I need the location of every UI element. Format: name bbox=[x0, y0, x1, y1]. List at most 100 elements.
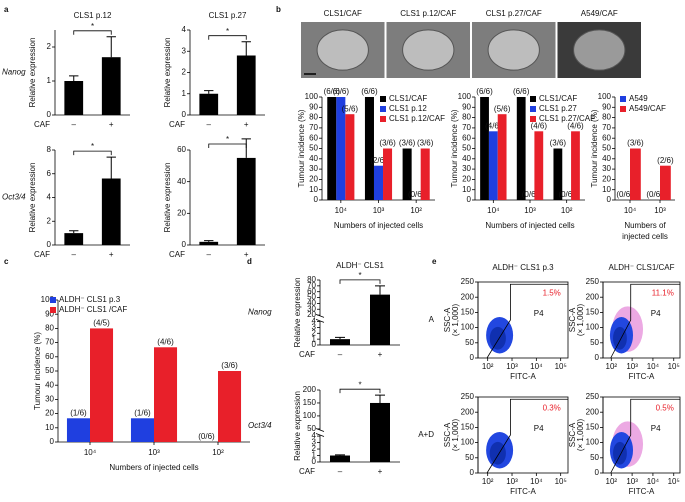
x-tick-label: 10⁴ bbox=[647, 477, 660, 486]
x-axis-label: FITC-A bbox=[510, 372, 536, 381]
x-prefix: CAF bbox=[299, 467, 315, 476]
value-label: (3/6) bbox=[550, 139, 567, 148]
value-label: (3/6) bbox=[399, 139, 416, 148]
gate-percent: 1.5% bbox=[543, 289, 561, 298]
x-tick-label: – bbox=[338, 350, 343, 359]
y-tick-label: 50 bbox=[307, 293, 316, 302]
value-label: (0/6) bbox=[616, 190, 633, 199]
x-tick-label: 10³ bbox=[654, 206, 666, 215]
x-tick-label: 10⁴ bbox=[647, 362, 660, 371]
value-label: (2/6) bbox=[657, 156, 674, 165]
x-tick-label: 10² bbox=[410, 206, 422, 215]
y-tick-label: 40 bbox=[602, 154, 611, 163]
bar bbox=[101, 178, 121, 245]
y-tick-label: 4 bbox=[47, 193, 52, 202]
x-axis-label: Numbers of injected cells bbox=[334, 221, 423, 230]
bar bbox=[370, 294, 390, 345]
x-tick-label: – bbox=[72, 250, 77, 259]
y-tick-label: 50 bbox=[309, 144, 318, 153]
y-tick-label: 1 bbox=[312, 451, 317, 460]
bar bbox=[553, 148, 563, 200]
y-tick-label: 0 bbox=[312, 457, 317, 466]
y-tick-label: 80 bbox=[307, 275, 316, 284]
bar bbox=[336, 97, 346, 200]
y-tick-label: 200 bbox=[303, 385, 317, 394]
value-label: (4/6) bbox=[485, 121, 502, 130]
x-axis-label: Numbers of injected cells bbox=[109, 463, 198, 472]
y-tick-label: 100 bbox=[598, 92, 612, 101]
y-axis-label: (× 1,000) bbox=[576, 304, 585, 337]
significance: * bbox=[358, 380, 361, 389]
bar bbox=[330, 339, 350, 345]
bar bbox=[383, 148, 393, 200]
y-tick-label: 80 bbox=[45, 324, 54, 333]
x-tick-label: 10⁴ bbox=[335, 206, 348, 215]
y-axis-label: Relative expression bbox=[163, 38, 172, 108]
image-label: A549/CAF bbox=[581, 9, 618, 18]
y-tick-label: 10 bbox=[45, 423, 54, 432]
x-prefix: CAF bbox=[34, 120, 50, 129]
y-axis-label: Tumour incidence (%) bbox=[33, 332, 42, 410]
bar bbox=[64, 233, 84, 245]
error-bar bbox=[241, 41, 251, 56]
y-tick-label: 100 bbox=[305, 92, 319, 101]
chart-title: ALDH⁻ CLS1/CAF bbox=[608, 263, 674, 272]
x-tick-label: 10⁴ bbox=[530, 477, 543, 486]
x-tick-label: + bbox=[378, 467, 383, 476]
y-axis-label: Tumour incidence (%) bbox=[297, 109, 306, 187]
x-tick-label: 10³ bbox=[524, 206, 536, 215]
y-axis-label: SSC-A bbox=[568, 422, 577, 447]
legend-label: A549/CAF bbox=[629, 104, 666, 113]
value-label: (6/6) bbox=[361, 87, 378, 96]
legend-swatch bbox=[380, 96, 386, 102]
y-axis-label: SSC-A bbox=[443, 307, 452, 332]
y-tick-label: 50 bbox=[45, 366, 54, 375]
y-tick-label: 20 bbox=[462, 175, 471, 184]
bar bbox=[497, 114, 507, 200]
y-tick-label: 250 bbox=[461, 277, 475, 286]
axis-break-mark bbox=[315, 313, 325, 318]
y-tick-label: 250 bbox=[586, 277, 600, 286]
bar bbox=[236, 157, 256, 245]
y-tick-label: 40 bbox=[309, 154, 318, 163]
y-tick-label: 200 bbox=[461, 407, 475, 416]
error-bar bbox=[375, 285, 385, 295]
y-tick-label: 80 bbox=[602, 113, 611, 122]
error-bar bbox=[106, 156, 116, 179]
x-tick-label: 10⁴ bbox=[84, 448, 97, 457]
y-tick-label: 150 bbox=[586, 308, 600, 317]
x-prefix: CAF bbox=[169, 120, 185, 129]
y-tick-label: 2 bbox=[312, 328, 317, 337]
y-tick-label: 2 bbox=[47, 42, 52, 51]
tumour-section bbox=[316, 29, 369, 71]
y-axis-label: Relative expression bbox=[163, 163, 172, 233]
y-tick-label: 30 bbox=[602, 164, 611, 173]
y-axis-label: (× 1,000) bbox=[451, 419, 460, 452]
bar bbox=[330, 455, 350, 462]
panel-letter: b bbox=[276, 5, 281, 14]
y-tick-label: 0 bbox=[470, 468, 475, 477]
y-tick-label: 4 bbox=[312, 317, 317, 326]
value-label: (5/6) bbox=[342, 104, 359, 113]
y-tick-label: 200 bbox=[461, 292, 475, 301]
bar bbox=[373, 165, 384, 200]
y-tick-label: 100 bbox=[458, 92, 472, 101]
value-label: (0/6) bbox=[522, 190, 539, 199]
y-tick-label: 40 bbox=[307, 299, 316, 308]
x-tick-label: 10⁵ bbox=[555, 362, 567, 371]
y-tick-label: 30 bbox=[309, 164, 318, 173]
legend-label: CLS1/CAF bbox=[539, 94, 577, 103]
value-label: (4/6) bbox=[531, 121, 548, 130]
significance-bracket bbox=[208, 143, 247, 148]
x-tick-label: 10² bbox=[482, 362, 494, 371]
chart-title: CLS1 p.12 bbox=[74, 11, 112, 20]
y-tick-label: 8 bbox=[47, 145, 52, 154]
x-tick-label: 10⁵ bbox=[668, 477, 680, 486]
y-tick-label: 3 bbox=[312, 438, 317, 447]
value-label: (3/6) bbox=[417, 139, 434, 148]
value-label: (3/6) bbox=[379, 139, 396, 148]
x-axis-label: Numbers of bbox=[624, 221, 666, 230]
significance-bracket bbox=[339, 388, 381, 394]
y-axis-label: (× 1,000) bbox=[451, 304, 460, 337]
panel-letter: e bbox=[432, 257, 437, 266]
